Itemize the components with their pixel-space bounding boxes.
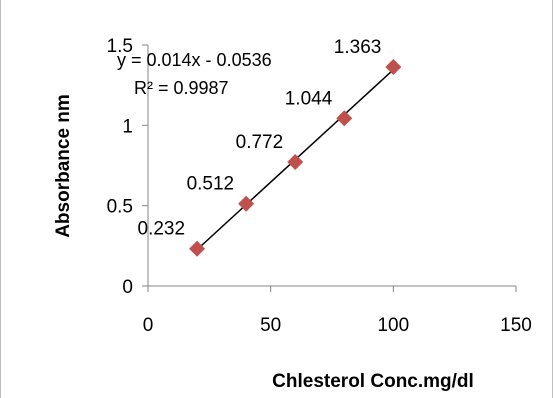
y-tick-label: 0.5 xyxy=(107,197,133,218)
data-point xyxy=(238,195,255,212)
ticks xyxy=(142,44,517,292)
x-axis-title: Chlesterol Conc.mg/dl xyxy=(272,371,474,392)
x-tick-label: 0 xyxy=(143,315,154,336)
y-tick-label: 1.5 xyxy=(107,36,133,57)
data-label: 0.772 xyxy=(236,132,284,153)
data-label: 0.232 xyxy=(138,219,186,240)
trendline-equation: y = 0.014x - 0.0536 xyxy=(117,50,272,70)
data-label: 1.363 xyxy=(334,37,382,58)
tick-labels: 0 50 100 150 0 0.5 1 1.5 xyxy=(107,36,532,336)
x-tick-label: 50 xyxy=(260,315,281,336)
axes xyxy=(147,45,516,287)
data-point xyxy=(287,153,304,170)
data-point xyxy=(336,110,353,127)
y-axis-title: Absorbance nm xyxy=(53,94,74,238)
data-label: 1.044 xyxy=(285,88,333,109)
x-tick-label: 100 xyxy=(377,315,409,336)
data-points xyxy=(189,59,402,257)
data-point xyxy=(189,240,206,257)
data-label: 0.512 xyxy=(187,174,235,195)
y-tick-label: 1 xyxy=(122,116,133,137)
trendline-r-squared: R² = 0.9987 xyxy=(134,78,229,98)
data-point xyxy=(385,59,402,76)
x-tick-label: 150 xyxy=(500,315,532,336)
y-tick-label: 0 xyxy=(122,277,133,298)
